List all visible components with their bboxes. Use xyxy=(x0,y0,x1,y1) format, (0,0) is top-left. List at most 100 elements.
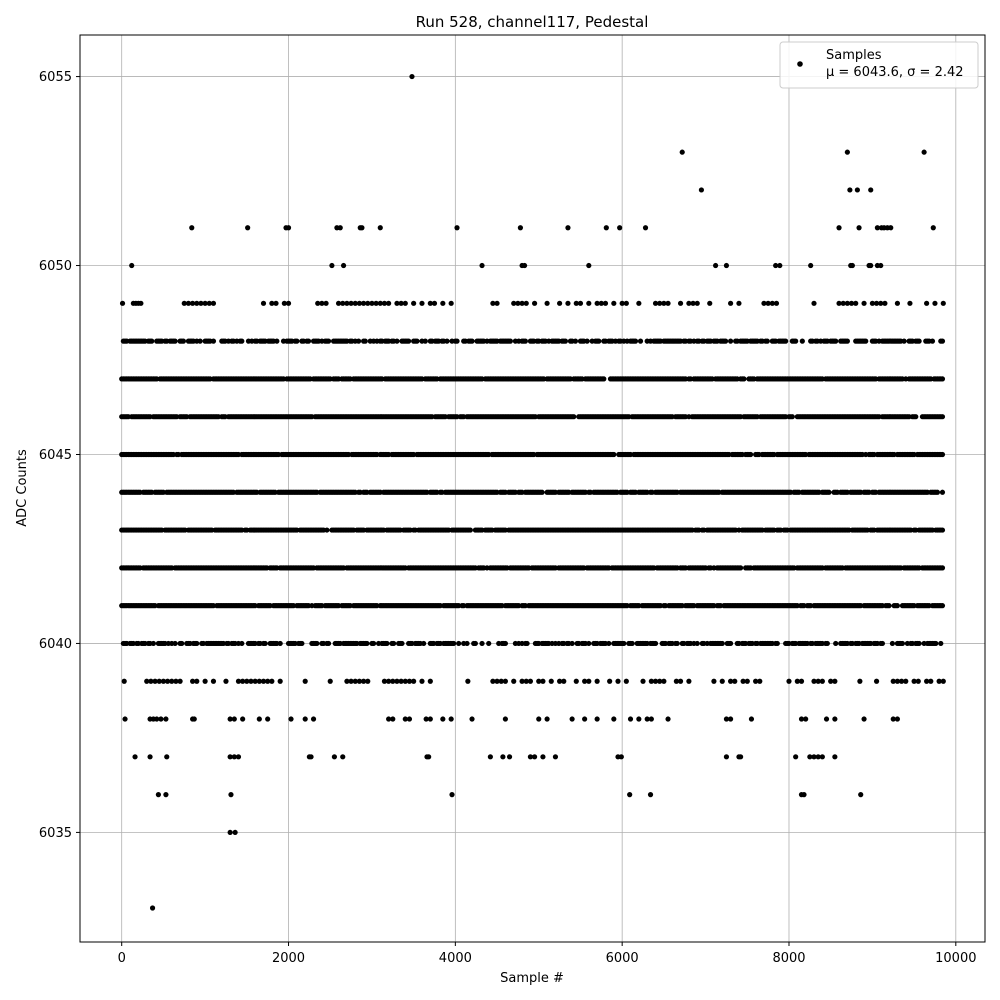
data-point xyxy=(398,678,404,684)
data-point xyxy=(227,716,233,722)
data-point xyxy=(793,754,799,760)
x-tick-label: 0 xyxy=(118,951,126,966)
data-point xyxy=(938,640,944,647)
data-point xyxy=(773,262,779,269)
data-point xyxy=(801,792,807,798)
data-point xyxy=(642,225,649,231)
data-point xyxy=(571,414,577,420)
data-point xyxy=(365,300,371,306)
data-point xyxy=(815,754,821,760)
data-point xyxy=(119,300,126,306)
data-point xyxy=(853,300,859,306)
data-point xyxy=(464,640,470,647)
data-point xyxy=(629,640,635,647)
data-point xyxy=(803,716,809,722)
data-point xyxy=(394,678,400,684)
data-point xyxy=(277,678,283,684)
data-point xyxy=(789,414,795,420)
data-point xyxy=(523,300,529,306)
data-point xyxy=(898,678,905,684)
data-point xyxy=(939,451,946,458)
data-point xyxy=(411,300,417,306)
data-point xyxy=(573,300,579,306)
data-point xyxy=(260,300,267,306)
data-point xyxy=(828,678,834,684)
data-point xyxy=(907,300,913,306)
data-point xyxy=(273,300,279,306)
y-axis-label: ADC Counts xyxy=(15,449,30,527)
data-point xyxy=(377,300,383,306)
x-tick-label: 4000 xyxy=(439,951,472,966)
data-point xyxy=(619,300,625,306)
data-point xyxy=(774,640,780,647)
data-point xyxy=(928,678,934,684)
data-point xyxy=(727,300,734,306)
legend-box xyxy=(779,41,979,89)
data-point xyxy=(524,640,530,647)
data-point xyxy=(572,338,579,344)
data-point xyxy=(690,300,696,306)
data-point xyxy=(427,300,433,306)
data-point xyxy=(340,300,346,306)
data-point xyxy=(939,489,946,495)
data-point xyxy=(406,678,413,684)
data-point xyxy=(627,792,633,798)
data-point xyxy=(373,300,379,306)
data-point xyxy=(615,678,621,684)
x-tick-label: 10000 xyxy=(935,951,976,966)
data-point xyxy=(202,300,208,306)
data-point xyxy=(440,716,446,722)
data-point xyxy=(422,338,428,344)
data-point xyxy=(469,716,475,722)
data-point xyxy=(913,414,919,420)
data-point xyxy=(231,716,237,722)
data-point xyxy=(601,376,607,382)
data-point xyxy=(929,338,936,344)
data-point xyxy=(337,225,343,231)
data-point xyxy=(577,300,584,306)
data-point xyxy=(740,678,746,684)
data-point xyxy=(456,640,462,647)
data-point xyxy=(239,640,245,647)
data-point xyxy=(163,716,169,722)
data-point xyxy=(594,678,600,684)
x-axis: 0 2000 4000 6000 8000 10000 xyxy=(118,942,976,966)
data-point xyxy=(844,149,850,155)
data-point xyxy=(409,73,415,80)
data-point xyxy=(757,678,763,684)
data-point xyxy=(894,300,901,306)
data-point xyxy=(152,678,158,684)
data-point xyxy=(677,678,684,684)
data-point xyxy=(235,678,242,684)
data-point xyxy=(325,338,332,344)
data-point xyxy=(448,716,454,722)
data-point xyxy=(210,338,217,344)
data-point xyxy=(386,678,392,684)
data-point xyxy=(894,716,901,722)
data-point xyxy=(833,640,839,647)
data-point xyxy=(936,678,942,684)
data-point xyxy=(498,678,504,684)
data-point xyxy=(915,678,921,684)
data-point xyxy=(603,225,609,231)
data-point xyxy=(402,716,408,722)
data-point xyxy=(154,716,160,722)
data-point xyxy=(310,716,317,722)
data-point xyxy=(890,716,896,722)
data-point xyxy=(868,262,874,269)
data-point xyxy=(811,678,817,684)
data-point xyxy=(783,338,789,344)
data-point xyxy=(686,300,692,306)
data-point xyxy=(360,300,367,306)
data-point xyxy=(511,300,517,306)
data-point xyxy=(744,678,750,684)
data-point xyxy=(197,338,203,344)
data-point xyxy=(527,678,534,684)
data-point xyxy=(359,225,365,231)
data-point xyxy=(882,300,888,306)
data-point xyxy=(623,678,629,684)
data-point xyxy=(527,754,534,760)
data-point xyxy=(569,640,575,647)
data-point xyxy=(753,678,759,684)
y-tick-label: 6045 xyxy=(39,448,72,463)
